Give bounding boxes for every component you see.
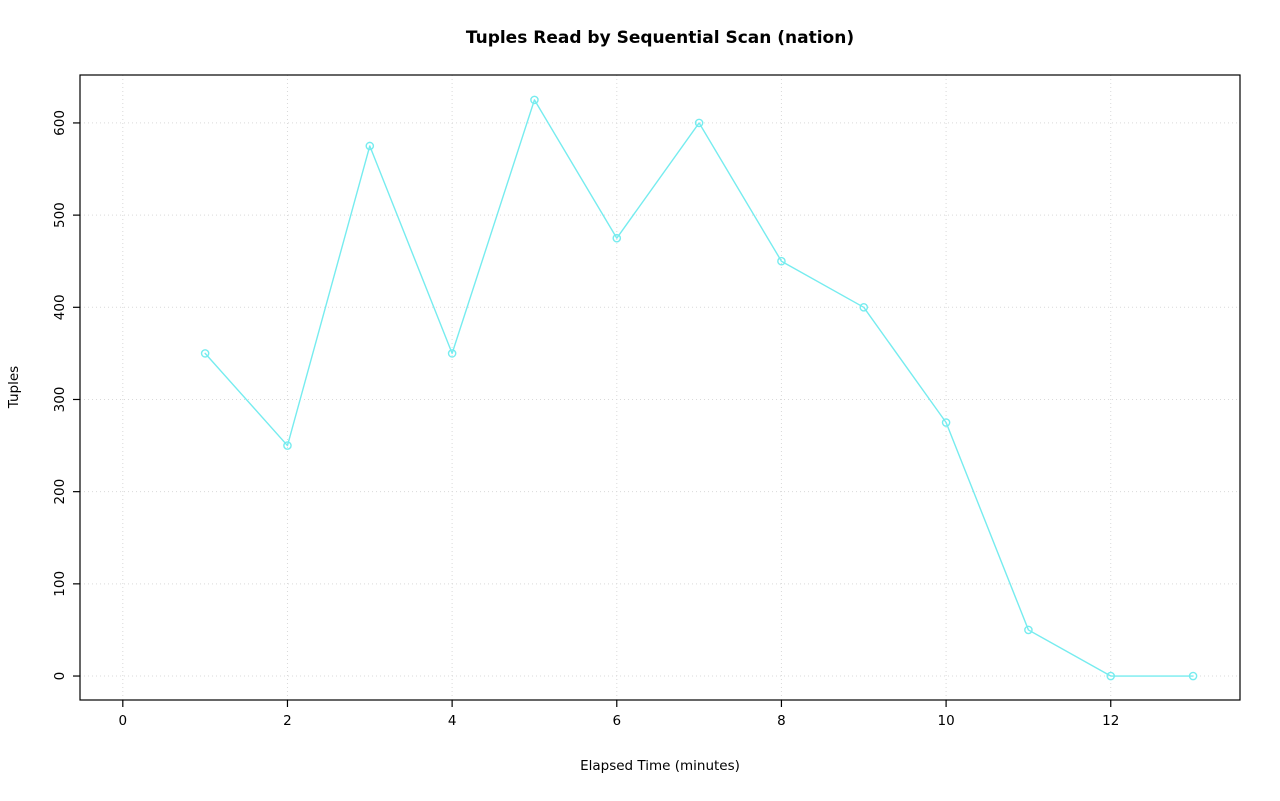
data-point-marker bbox=[941, 418, 951, 427]
data-point-marker bbox=[859, 303, 869, 312]
x-tick-label: 10 bbox=[937, 713, 954, 729]
data-point-marker bbox=[777, 256, 786, 266]
y-tick-label: 400 bbox=[52, 294, 68, 320]
x-tick-label: 2 bbox=[283, 713, 292, 729]
x-tick-label: 12 bbox=[1102, 713, 1119, 729]
data-point-marker bbox=[1024, 625, 1033, 635]
data-point-marker bbox=[365, 141, 375, 151]
x-tick-label: 0 bbox=[119, 713, 128, 729]
y-tick-label: 500 bbox=[52, 202, 68, 228]
x-tick-label: 8 bbox=[777, 713, 786, 729]
data-point-marker bbox=[530, 95, 539, 105]
y-tick-label: 200 bbox=[52, 479, 68, 505]
x-axis-label: Elapsed Time (minutes) bbox=[580, 758, 740, 774]
plot-border bbox=[79, 74, 1241, 701]
y-tick-label: 300 bbox=[52, 387, 68, 413]
data-point-marker bbox=[200, 349, 210, 358]
data-point-marker bbox=[612, 233, 622, 243]
chart-title: Tuples Read by Sequential Scan (nation) bbox=[465, 28, 855, 48]
y-tick-label: 600 bbox=[52, 110, 68, 136]
x-tick-label: 4 bbox=[448, 713, 457, 729]
x-tick-label: 6 bbox=[612, 713, 621, 729]
data-point-marker bbox=[1106, 671, 1116, 681]
y-tick-label: 100 bbox=[52, 571, 68, 597]
y-tick-label: 0 bbox=[52, 672, 68, 681]
data-point-marker bbox=[694, 118, 704, 128]
series-line bbox=[204, 99, 1194, 677]
data-point-marker bbox=[447, 349, 457, 358]
data-point-marker bbox=[283, 441, 292, 450]
data-point-marker bbox=[1188, 671, 1198, 681]
